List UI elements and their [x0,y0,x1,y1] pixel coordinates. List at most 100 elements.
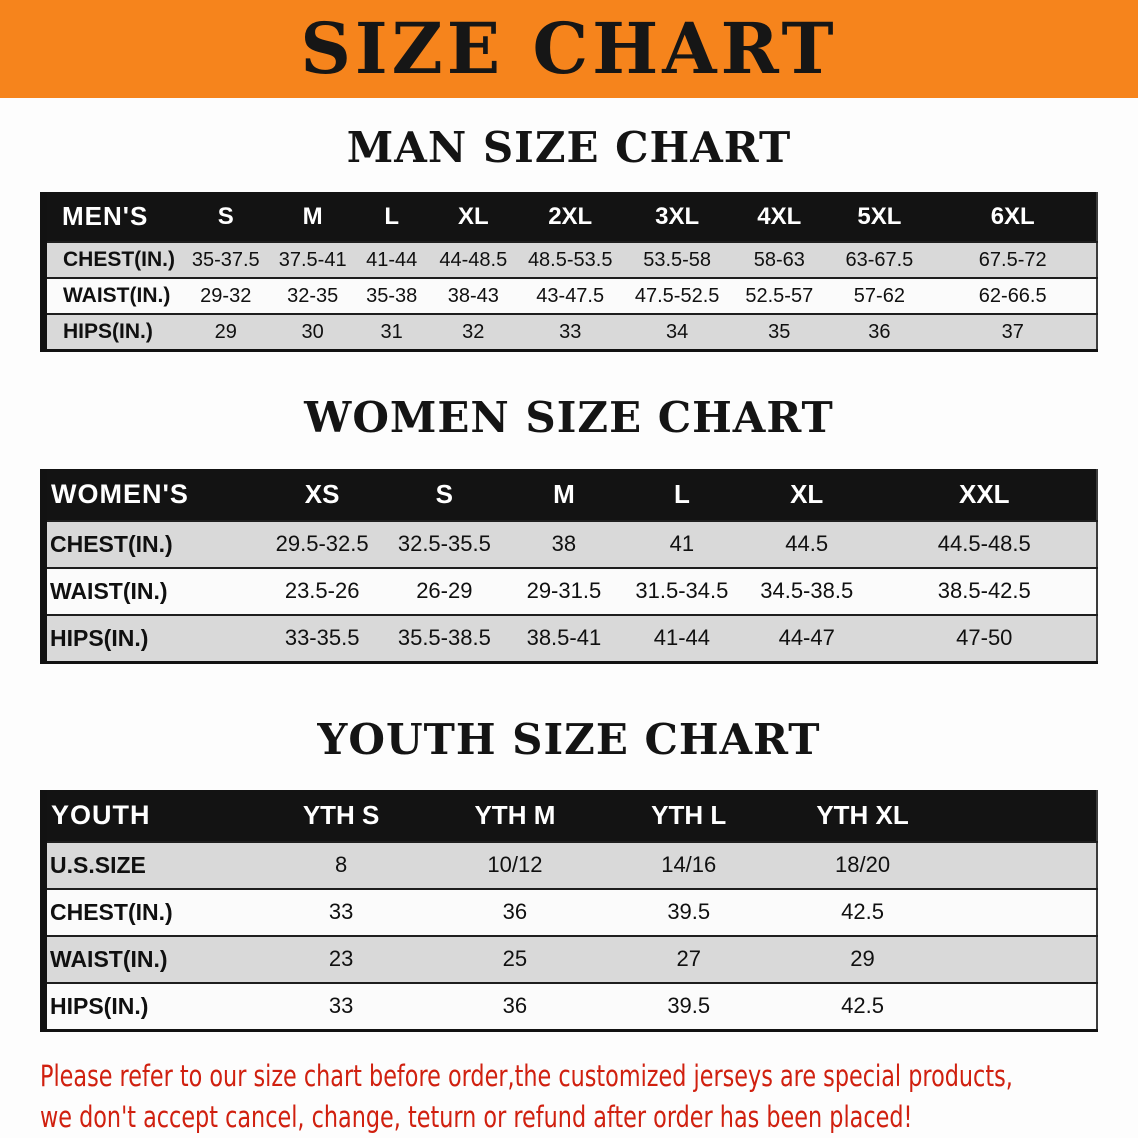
table-cell: 32.5-35.5 [383,519,505,568]
disclaimer: Please refer to our size chart before or… [40,1056,1138,1138]
disclaimer-line: we don't accept cancel, change, teturn o… [40,1100,913,1135]
men-section-heading: MAN SIZE CHART [346,123,792,172]
column-header: 3XL [624,192,730,243]
table-cell: 25 [428,934,602,983]
table-row: CHEST(IN.) 33 36 39.5 42.5 [43,887,1097,936]
table-cell: 35.5-38.5 [383,613,505,663]
table-cell: 33 [515,313,625,351]
table-cell: 36 [428,887,602,936]
column-header: 6XL [929,192,1097,243]
women-header-row: WOMEN'S XS S M L XL XXL [43,468,1097,521]
table-row: CHEST(IN.) 35-37.5 37.5-41 41-44 44-48.5… [43,241,1097,279]
row-label: HIPS(IN.) [43,613,261,663]
row-label: U.S.SIZE [43,840,255,889]
table-cell: 36 [428,981,602,1031]
table-cell: 39.5 [601,887,776,936]
table-cell: 31.5-34.5 [622,566,741,615]
table-cell: 29-31.5 [504,566,623,615]
table-cell: 35 [729,313,830,351]
column-header: 2XL [515,192,625,243]
table-cell: 67.5-72 [929,241,1097,279]
column-header: YTH XL [775,789,950,842]
banner-title: SIZE CHART [300,7,838,90]
column-header: S [178,192,274,243]
column-header: XL [431,192,516,243]
table-row: CHEST(IN.) 29.5-32.5 32.5-35.5 38 41 44.… [43,519,1097,568]
men-header-row: MEN'S S M L XL 2XL 3XL 4XL 5XL 6XL [43,192,1097,243]
column-header: YTH M [428,789,602,842]
header-spacer [949,789,1097,842]
table-cell: 42.5 [775,887,950,936]
youth-table-title: YOUTH [43,789,255,842]
table-cell: 14/16 [601,840,776,889]
table-cell: 41-44 [622,613,741,663]
table-cell: 29 [178,313,274,351]
column-header: XXL [872,468,1097,521]
women-table-title: WOMEN'S [43,468,261,521]
table-cell: 39.5 [601,981,776,1031]
table-cell: 29.5-32.5 [260,519,384,568]
table-cell: 62-66.5 [929,277,1097,315]
table-cell: 37 [929,313,1097,351]
men-table-title: MEN'S [43,192,179,243]
table-cell: 29-32 [178,277,274,315]
youth-section-heading: YOUTH SIZE CHART [317,714,821,764]
table-cell: 8 [254,840,429,889]
table-cell: 36 [829,313,930,351]
column-header: YTH S [254,789,429,842]
column-header: M [504,468,623,521]
table-row: WAIST(IN.) 29-32 32-35 35-38 38-43 43-47… [43,277,1097,315]
column-header: XL [740,468,873,521]
table-cell: 57-62 [829,277,930,315]
women-size-table: WOMEN'S XS S M L XL XXL CHEST(IN.) 29.5-… [40,468,1098,664]
table-cell: 18/20 [775,840,950,889]
table-cell: 30 [273,313,353,351]
youth-header-row: YOUTH YTH S YTH M YTH L YTH XL [43,789,1097,842]
disclaimer-line: Please refer to our size chart before or… [40,1058,1013,1093]
column-header: 5XL [829,192,930,243]
table-cell: 44.5-48.5 [872,519,1097,568]
table-cell: 34 [624,313,730,351]
row-label: CHEST(IN.) [43,887,255,936]
row-label: HIPS(IN.) [43,981,255,1031]
men-size-table: MEN'S S M L XL 2XL 3XL 4XL 5XL 6XL CHEST… [40,192,1098,353]
table-cell: 58-63 [729,241,830,279]
table-row: WAIST(IN.) 23 25 27 29 [43,934,1097,983]
table-cell: 10/12 [428,840,602,889]
table-cell: 23.5-26 [260,566,384,615]
table-cell: 26-29 [383,566,505,615]
column-header: L [352,192,432,243]
table-cell: 32-35 [273,277,353,315]
table-cell: 44-47 [740,613,873,663]
table-cell: 47.5-52.5 [624,277,730,315]
youth-size-table: YOUTH YTH S YTH M YTH L YTH XL U.S.SIZE … [40,789,1098,1032]
table-cell: 38.5-42.5 [872,566,1097,615]
table-cell: 41 [622,519,741,568]
column-header: YTH L [601,789,776,842]
table-cell: 29 [775,934,950,983]
column-header: 4XL [729,192,830,243]
cell-spacer [949,840,1097,889]
table-cell: 38.5-41 [504,613,623,663]
table-cell: 63-67.5 [829,241,930,279]
table-cell: 35-37.5 [178,241,274,279]
table-cell: 44.5 [740,519,873,568]
women-section-heading: WOMEN SIZE CHART [304,393,834,443]
table-cell: 38-43 [431,277,516,315]
row-label: WAIST(IN.) [43,566,261,615]
table-row: WAIST(IN.) 23.5-26 26-29 29-31.5 31.5-34… [43,566,1097,615]
table-cell: 33 [254,981,429,1031]
table-cell: 48.5-53.5 [515,241,625,279]
column-header: XS [260,468,384,521]
size-chart-banner: SIZE CHART [0,0,1138,98]
table-cell: 47-50 [872,613,1097,663]
table-cell: 41-44 [352,241,432,279]
column-header: M [273,192,353,243]
row-label: CHEST(IN.) [43,241,179,279]
table-cell: 44-48.5 [431,241,516,279]
table-row: HIPS(IN.) 29 30 31 32 33 34 35 36 37 [43,313,1097,351]
cell-spacer [949,887,1097,936]
cell-spacer [949,934,1097,983]
table-cell: 52.5-57 [729,277,830,315]
